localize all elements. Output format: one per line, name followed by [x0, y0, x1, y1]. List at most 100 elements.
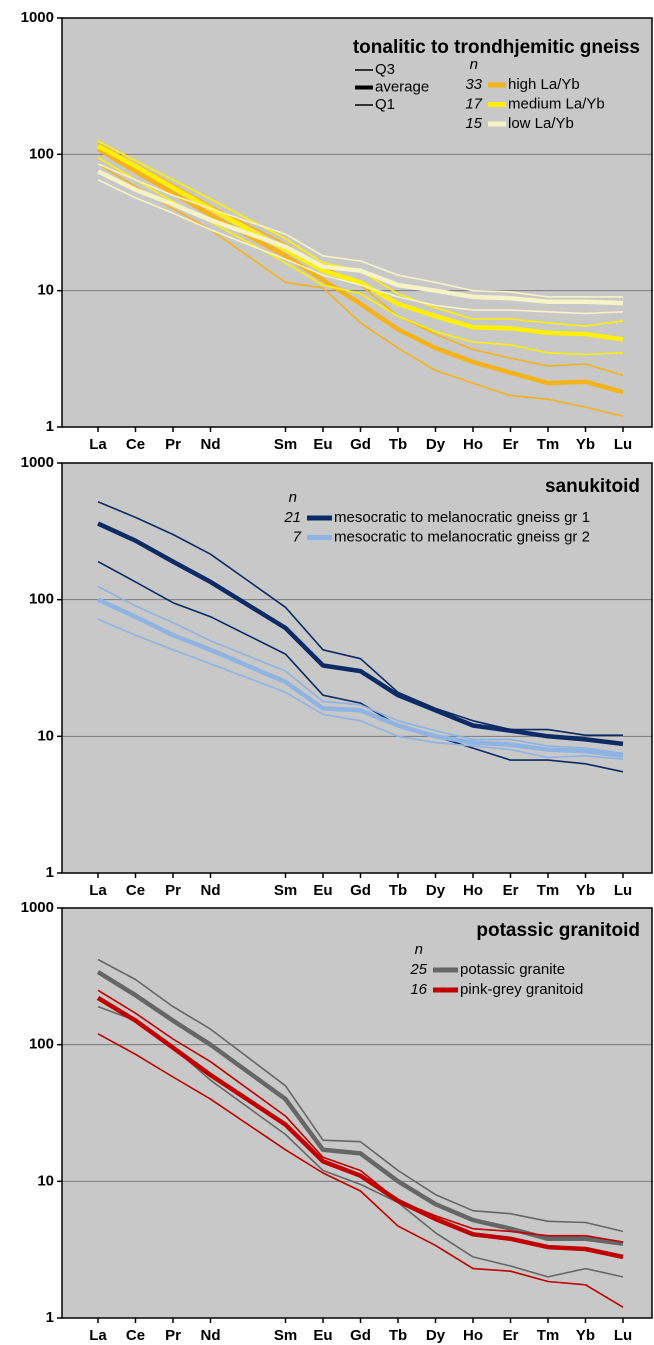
x-tick-label: Lu — [614, 436, 632, 453]
average-line — [96, 146, 624, 395]
q3-line — [97, 140, 624, 327]
y-tick-label: 1000 — [21, 9, 54, 26]
x-tick-label: Tb — [389, 882, 407, 899]
x-tick-label: Yb — [576, 436, 595, 453]
x-tick-label: Sm — [274, 436, 297, 453]
legend-n-header: n — [289, 489, 297, 506]
y-tick-label: 1000 — [21, 454, 54, 471]
legend-label: medium La/Yb — [508, 95, 605, 112]
q1-line — [97, 1033, 624, 1308]
average-line — [97, 169, 624, 306]
chart-title: sanukitoid — [545, 476, 640, 497]
x-tick-label: Yb — [576, 882, 595, 899]
x-tick-label: Eu — [313, 882, 332, 899]
q3-line — [97, 585, 624, 755]
x-tick-label: Tm — [537, 882, 560, 899]
x-tick-label: Tm — [537, 1327, 560, 1344]
legend-n-header: n — [415, 941, 423, 958]
x-tick-label: Yb — [576, 1327, 595, 1344]
x-tick-label: Ce — [126, 882, 145, 899]
y-tick-label: 1 — [46, 864, 54, 881]
q3-line — [97, 142, 624, 376]
plot-area — [62, 908, 652, 1318]
legend-n: 16 — [410, 981, 427, 998]
legend-label: pink-grey granitoid — [460, 981, 583, 998]
x-tick-label: Ce — [126, 1327, 145, 1344]
y-tick-label: 100 — [29, 145, 54, 162]
average-line — [97, 521, 624, 747]
legend-n-header: n — [470, 56, 478, 73]
x-tick-label: Ho — [463, 1327, 483, 1344]
x-tick-label: Sm — [274, 882, 297, 899]
x-tick-label: Gd — [350, 882, 371, 899]
q1-line — [97, 560, 624, 773]
legend-n: 33 — [465, 76, 482, 93]
legend-label: low La/Yb — [508, 115, 574, 132]
x-tick-label: Ho — [463, 882, 483, 899]
legend-n: 21 — [283, 509, 301, 526]
average-line — [96, 970, 624, 1246]
q3-line — [97, 958, 624, 1233]
x-tick-label: Eu — [313, 1327, 332, 1344]
x-tick-label: Dy — [426, 1327, 446, 1344]
x-tick-label: Ce — [126, 436, 145, 453]
x-tick-label: Lu — [614, 1327, 632, 1344]
y-tick-label: 10 — [37, 282, 54, 299]
legend-key-label: Q1 — [375, 96, 395, 113]
x-tick-label: Eu — [313, 436, 332, 453]
x-tick-label: Er — [503, 1327, 519, 1344]
x-tick-label: Pr — [165, 1327, 181, 1344]
plot-area — [62, 463, 652, 873]
chart-title: potassic granitoid — [476, 920, 640, 941]
legend-n: 15 — [465, 115, 482, 132]
y-tick-label: 1 — [46, 418, 54, 435]
legend-n: 25 — [409, 961, 427, 978]
x-tick-label: Dy — [426, 882, 446, 899]
plot-frame — [61, 17, 653, 428]
x-tick-label: Sm — [274, 1327, 297, 1344]
q3-line — [97, 163, 623, 298]
legend-label: potassic granite — [460, 961, 565, 978]
x-tick-label: Gd — [350, 436, 371, 453]
legend-key-label: average — [375, 78, 429, 95]
y-tick-label: 10 — [37, 727, 54, 744]
x-tick-label: Nd — [201, 1327, 221, 1344]
y-tick-label: 10 — [37, 1172, 54, 1189]
x-tick-label: Tb — [389, 436, 407, 453]
plot-frame — [61, 462, 653, 874]
x-tick-label: Ho — [463, 436, 483, 453]
x-tick-label: Er — [503, 882, 519, 899]
x-tick-label: Lu — [614, 882, 632, 899]
chart-title: tonalitic to trondhjemitic gneiss — [353, 37, 640, 58]
x-tick-label: Gd — [350, 1327, 371, 1344]
x-tick-label: Pr — [165, 882, 181, 899]
legend-n: 17 — [465, 95, 482, 112]
y-tick-label: 100 — [29, 591, 54, 608]
x-tick-label: Er — [503, 436, 519, 453]
x-tick-label: Nd — [201, 436, 221, 453]
legend-label: mesocratic to melanocratic gneiss gr 2 — [334, 528, 590, 545]
x-tick-label: Pr — [165, 436, 181, 453]
legend-label: high La/Yb — [508, 76, 580, 93]
q3-line — [97, 501, 623, 736]
x-tick-label: La — [89, 1327, 107, 1344]
x-tick-label: La — [89, 436, 107, 453]
legend-label: mesocratic to melanocratic gneiss gr 1 — [334, 509, 590, 526]
x-tick-label: Tm — [537, 436, 560, 453]
average-line — [96, 995, 624, 1260]
x-tick-label: Dy — [426, 436, 446, 453]
average-line — [97, 597, 624, 759]
q1-line — [97, 618, 624, 760]
y-tick-label: 1000 — [21, 899, 54, 916]
legend-key-label: Q3 — [375, 61, 395, 78]
average-line — [96, 144, 624, 342]
x-tick-label: La — [89, 882, 107, 899]
x-tick-label: Nd — [201, 882, 221, 899]
x-tick-label: Tb — [389, 1327, 407, 1344]
y-tick-label: 100 — [29, 1036, 54, 1053]
q1-line — [97, 163, 624, 417]
legend-n: 7 — [293, 528, 302, 545]
y-tick-label: 1 — [46, 1309, 54, 1326]
